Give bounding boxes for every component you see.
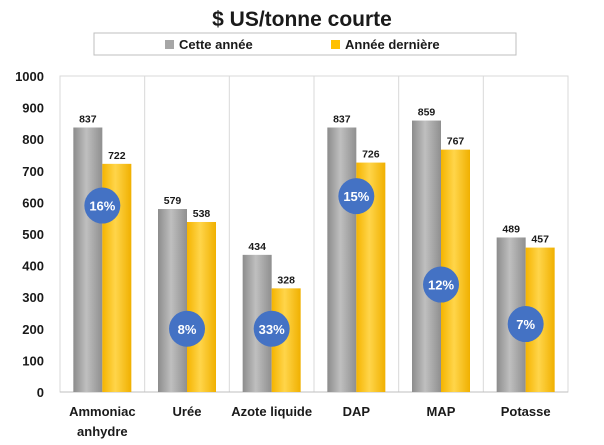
bar-this-year [73, 127, 103, 393]
y-tick-label: 600 [22, 195, 44, 210]
chart-title: $ US/tonne courte [212, 8, 392, 31]
pct-change-badge: 16% [84, 187, 121, 224]
pct-change-badge: 15% [338, 178, 375, 215]
legend-swatch-1 [165, 40, 174, 49]
legend-label-1: Cette année [179, 37, 253, 52]
legend-label-2: Année dernière [345, 37, 440, 52]
data-label: 722 [108, 150, 126, 162]
y-tick-label: 700 [22, 164, 44, 179]
pct-badge-label: 33% [259, 322, 285, 337]
data-label: 767 [447, 136, 465, 148]
pct-badge-label: 12% [428, 278, 454, 293]
pct-badge-label: 8% [178, 322, 197, 337]
pct-badge-label: 7% [516, 317, 535, 332]
y-tick-label: 400 [22, 259, 44, 274]
x-axis: Ammoniac anhydre Urée Azote liquide DAP MAP Po… [60, 76, 568, 439]
pct-badge-circle [169, 310, 205, 347]
data-label: 457 [531, 234, 549, 246]
y-tick-label: 200 [22, 322, 44, 337]
x-tick-label: Urée [173, 404, 202, 419]
pct-badge-circle [253, 310, 290, 347]
y-axis: 0 100 200 300 400 500 600 700 800 900 1000 [15, 69, 44, 400]
y-tick-label: 0 [37, 385, 44, 400]
y-tick-label: 800 [22, 132, 44, 147]
pct-badge-label: 16% [89, 199, 115, 214]
x-tick-label: DAP [343, 404, 371, 419]
bar-this-year [412, 120, 441, 392]
legend-swatch-2 [331, 40, 340, 49]
pct-badge-circle [84, 187, 121, 224]
x-tick-label: anhydre [77, 424, 128, 439]
legend: Cette année Année dernière [93, 32, 517, 56]
data-label: 328 [277, 274, 295, 286]
bar-last-year [187, 221, 216, 392]
y-tick-label: 900 [22, 101, 44, 116]
data-labels: 837 579 434 837 859 489 722 538 328 726 767 457 [79, 107, 549, 287]
data-label: 837 [79, 114, 97, 126]
x-tick-label: Azote liquide [231, 404, 312, 419]
data-label: 434 [248, 241, 266, 253]
pct-change-badge: 12% [423, 266, 459, 303]
data-label: 538 [193, 208, 211, 220]
data-label: 489 [502, 223, 520, 235]
pct-badge-circle [507, 306, 544, 343]
pct-change-badge: 8% [169, 310, 205, 347]
legend-frame [93, 32, 517, 56]
bar-this-year [327, 127, 357, 393]
pct-change-badge: 33% [253, 310, 290, 347]
data-label: 837 [333, 114, 351, 126]
y-tick-label: 300 [22, 290, 44, 305]
y-tick-label: 500 [22, 227, 44, 242]
pct-change-badge: 7% [507, 306, 544, 343]
x-tick-label: Potasse [501, 404, 551, 419]
x-tick-label: MAP [427, 404, 456, 419]
pct-badge-circle [423, 266, 459, 303]
bar-this-year [158, 209, 187, 392]
data-label: 726 [362, 149, 380, 161]
pct-badge-circle [338, 178, 375, 215]
data-label: 859 [418, 107, 436, 119]
y-tick-label: 100 [22, 353, 44, 368]
pct-badge-label: 15% [343, 189, 369, 204]
x-tick-label: Ammoniac [69, 404, 135, 419]
data-label: 579 [164, 195, 182, 207]
annotations: 16% 8% 33% 15% 12% 7% [84, 178, 544, 347]
y-tick-label: 1000 [15, 69, 44, 84]
